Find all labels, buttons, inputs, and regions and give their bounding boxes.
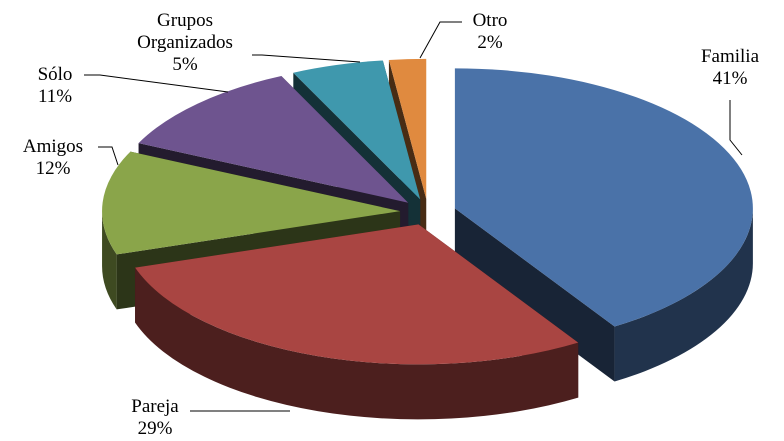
slice [454,68,753,327]
leader-lines [84,21,743,412]
leader-line [252,54,361,63]
value-label: 12% [35,158,71,179]
slice [293,60,421,200]
value-label: 5% [172,54,198,75]
category-label: Pareja [131,396,179,417]
category-label: Sólo [37,64,73,85]
leader-line [729,100,743,156]
slice [135,224,579,365]
category-label: Grupos Organizados [137,10,233,53]
value-label: 11% [37,86,73,107]
slice [138,76,409,203]
value-label: 2% [477,32,503,53]
value-label: 41% [712,68,748,89]
label: Grupos Organizados 5% [110,10,260,76]
leader-line [98,146,119,166]
category-label: Familia [700,46,760,67]
slice-side [135,267,579,420]
label: Familia 41% [690,46,770,90]
slice-side [454,208,615,382]
label: Sólo 11% [20,64,90,108]
leader-line [84,74,229,93]
slice [102,151,401,255]
category-label: Otro [472,10,508,31]
value-label: 29% [137,418,173,439]
slice-side [614,208,753,382]
slice-side [102,211,117,310]
slice [388,58,427,199]
leader-line [419,21,462,59]
label: Amigos 12% [8,136,98,180]
slices [102,58,753,420]
category-label: Amigos [22,136,84,157]
label: Otro 2% [455,10,525,54]
label: Pareja 29% [115,396,195,440]
